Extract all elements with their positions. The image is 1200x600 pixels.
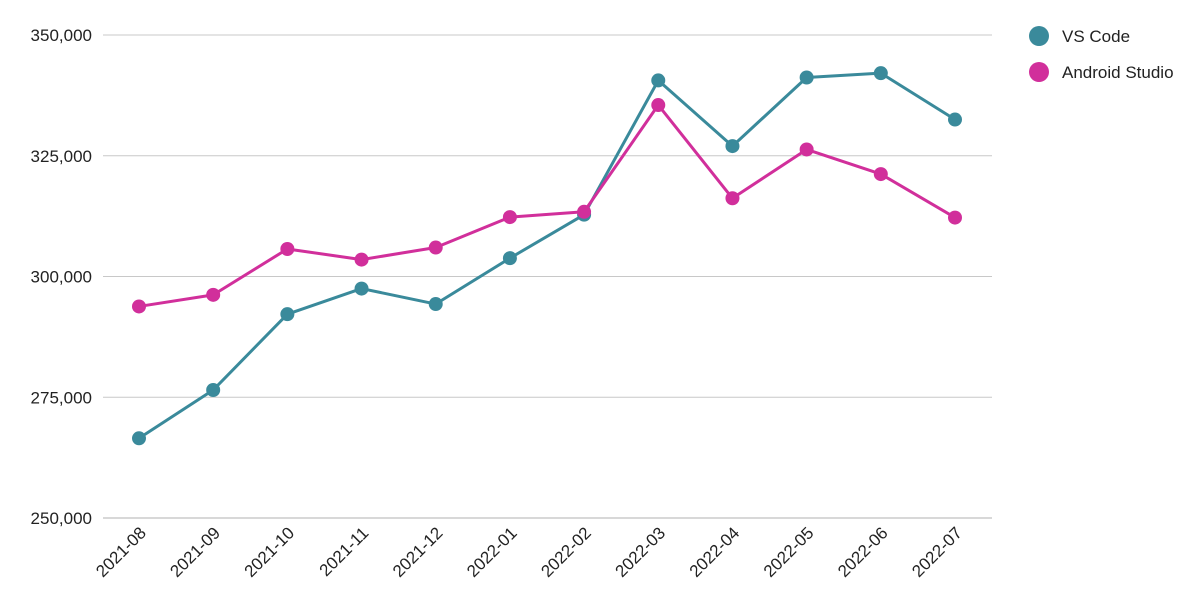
x-axis-ticks: 2021-08 2021-09 2021-10 2021-11 2021-12 2022-… [92,523,966,581]
data-point [577,204,592,219]
data-point [206,383,221,398]
x-tick-label: 2022-06 [834,523,892,581]
gridlines [103,34,992,519]
legend-label: VS Code [1062,27,1130,46]
x-tick-label: 2021-10 [241,523,299,581]
x-tick-label: 2022-04 [686,523,744,581]
data-point [206,287,221,302]
series-android-studio [132,98,962,314]
data-point [280,241,295,256]
data-point [799,142,814,157]
data-point [725,139,740,154]
y-tick-label: 250,000 [31,509,92,528]
x-tick-label: 2022-07 [908,523,966,581]
series-line [138,71,956,440]
data-point [725,191,740,206]
data-point [354,252,369,267]
data-point [132,431,146,446]
legend-item: VS Code [1029,26,1130,46]
data-point [502,210,517,225]
data-point [651,98,666,113]
data-point [873,66,888,81]
y-tick-label: 325,000 [31,147,92,166]
data-point [280,307,295,322]
data-point [948,112,962,127]
legend-swatch [1029,26,1049,46]
legend: VS Code Android Studio [1029,26,1174,82]
x-tick-label: 2021-09 [166,523,224,581]
x-tick-label: 2022-05 [760,523,818,581]
data-point [873,167,888,182]
data-point [651,73,666,88]
x-tick-label: 2022-01 [463,523,521,581]
data-point [354,281,369,296]
data-point [428,297,443,312]
legend-swatch [1029,62,1049,82]
data-point [948,210,962,225]
y-tick-label: 275,000 [31,388,92,407]
data-point [428,240,443,255]
y-axis-ticks: 250,000 275,000 300,000 325,000 350,000 [31,26,92,528]
x-tick-label: 2021-11 [316,523,373,580]
x-tick-label: 2022-02 [537,523,595,581]
series-line [138,103,956,308]
x-tick-label: 2021-08 [92,523,150,581]
data-point [132,299,146,314]
x-tick-label: 2021-12 [389,523,447,581]
data-point [799,70,814,85]
y-tick-label: 300,000 [31,268,92,287]
data-point [502,251,517,266]
series-vs-code [132,66,962,446]
x-tick-label: 2022-03 [612,523,670,581]
series-lines [132,66,962,446]
legend-label: Android Studio [1062,63,1174,82]
legend-item: Android Studio [1029,62,1174,82]
y-tick-label: 350,000 [31,26,92,45]
